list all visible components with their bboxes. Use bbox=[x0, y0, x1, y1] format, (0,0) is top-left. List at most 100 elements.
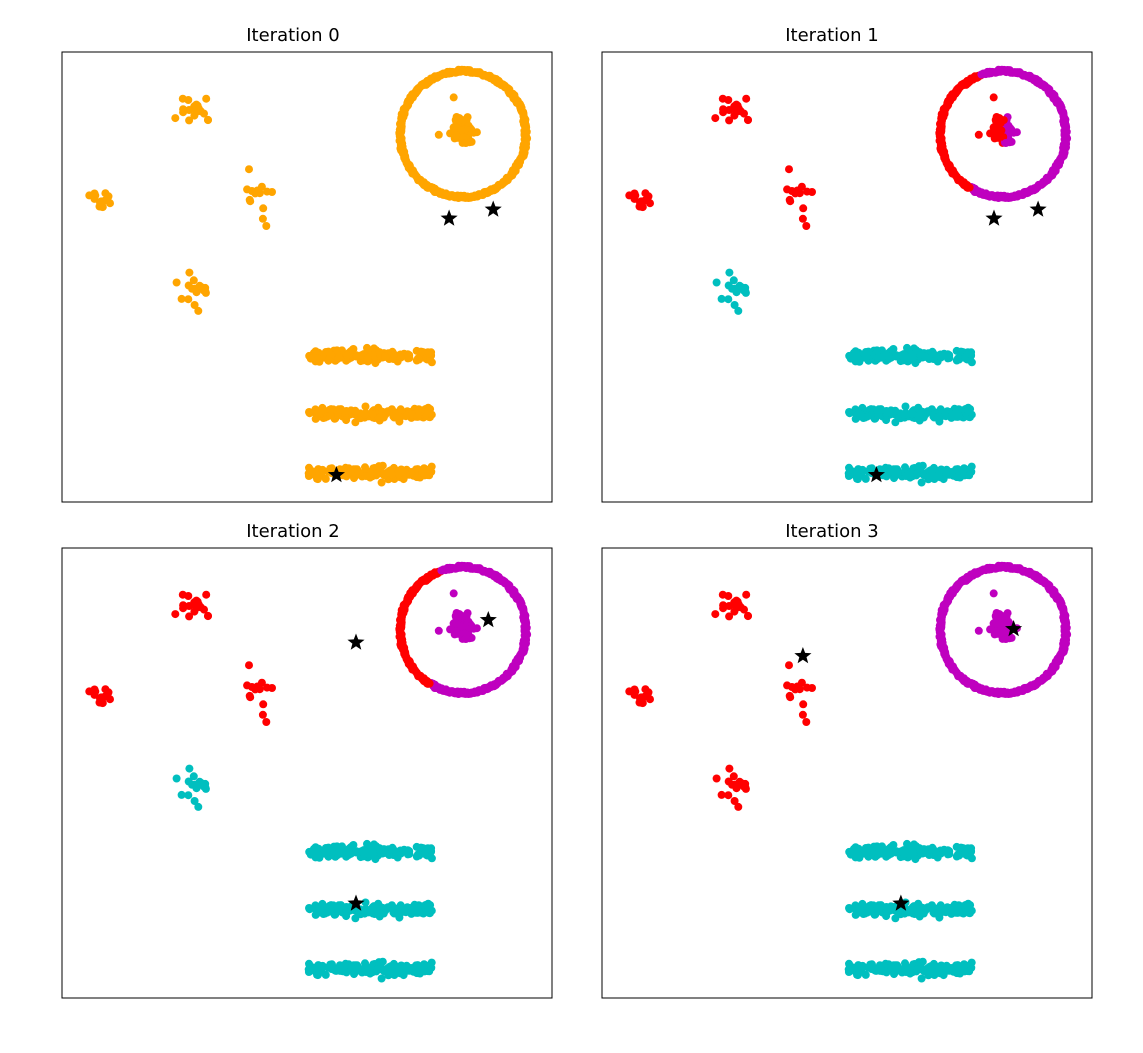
axes-frame bbox=[61, 547, 553, 999]
data-point bbox=[389, 350, 398, 359]
data-point bbox=[636, 694, 644, 703]
data-point bbox=[96, 198, 104, 207]
data-point bbox=[195, 777, 204, 786]
data-point bbox=[381, 848, 390, 857]
data-point bbox=[992, 627, 1001, 636]
data-point bbox=[735, 777, 744, 786]
axes-frame bbox=[601, 51, 1093, 503]
data-point bbox=[798, 710, 807, 719]
data-point bbox=[259, 700, 268, 709]
data-point bbox=[997, 622, 1006, 631]
data-point bbox=[803, 187, 811, 196]
data-point bbox=[719, 108, 728, 117]
panel-title: Iteration 2 bbox=[246, 521, 340, 542]
data-point bbox=[394, 469, 403, 478]
data-point bbox=[740, 605, 748, 614]
data-point bbox=[408, 906, 417, 915]
data-point bbox=[939, 475, 948, 484]
data-point bbox=[394, 412, 403, 421]
data-point bbox=[854, 354, 863, 363]
data-point bbox=[336, 901, 345, 910]
data-point bbox=[967, 854, 976, 863]
data-point bbox=[802, 718, 811, 726]
data-point bbox=[864, 347, 873, 356]
centroid-star bbox=[1005, 620, 1023, 637]
data-point bbox=[413, 473, 422, 482]
data-point bbox=[734, 306, 743, 315]
data-point bbox=[371, 855, 380, 864]
data-point bbox=[999, 133, 1008, 141]
data-point bbox=[917, 974, 926, 983]
axes-frame bbox=[61, 51, 553, 503]
centroid-markers bbox=[347, 611, 497, 911]
data-point bbox=[911, 855, 920, 864]
data-point bbox=[192, 603, 201, 612]
data-point bbox=[964, 845, 973, 854]
data-point bbox=[251, 685, 260, 694]
data-point bbox=[874, 849, 883, 858]
data-point bbox=[927, 966, 936, 975]
centroid-markers bbox=[327, 200, 502, 483]
data-point bbox=[799, 204, 808, 213]
data-point bbox=[201, 783, 210, 792]
data-point bbox=[882, 351, 891, 360]
data-point bbox=[185, 764, 194, 773]
data-point bbox=[866, 907, 875, 916]
data-point bbox=[712, 278, 721, 287]
data-point bbox=[729, 276, 738, 285]
data-point bbox=[934, 412, 943, 421]
data-point bbox=[184, 96, 193, 104]
data-point bbox=[858, 961, 867, 970]
data-point bbox=[171, 114, 180, 123]
data-point bbox=[915, 958, 923, 967]
data-point bbox=[742, 590, 751, 599]
data-point bbox=[967, 358, 976, 367]
data-point bbox=[373, 469, 381, 478]
data-point bbox=[797, 678, 806, 687]
data-point bbox=[455, 114, 464, 123]
data-point bbox=[934, 908, 943, 917]
centroid-star bbox=[479, 611, 497, 628]
data-point bbox=[348, 841, 357, 850]
data-point bbox=[786, 197, 795, 206]
data-point bbox=[377, 478, 386, 487]
data-point bbox=[964, 903, 973, 912]
data-point bbox=[785, 661, 793, 670]
data-point bbox=[357, 847, 366, 856]
data-point bbox=[891, 407, 900, 416]
data-point bbox=[367, 966, 376, 974]
data-point bbox=[725, 612, 734, 621]
data-point bbox=[348, 345, 357, 354]
data-point bbox=[452, 131, 461, 140]
data-point bbox=[939, 971, 948, 980]
data-point bbox=[894, 965, 902, 974]
data-point bbox=[945, 847, 954, 856]
data-point bbox=[318, 961, 327, 970]
data-point bbox=[854, 850, 863, 859]
data-point bbox=[104, 688, 113, 697]
data-point bbox=[190, 301, 199, 309]
data-point bbox=[908, 410, 917, 419]
data-point bbox=[740, 109, 748, 118]
data-point bbox=[342, 472, 351, 481]
data-point bbox=[724, 777, 733, 786]
data-point bbox=[799, 700, 808, 709]
data-point bbox=[257, 678, 266, 687]
data-point bbox=[321, 474, 330, 483]
scatter-panel-iteration-2: Iteration 2 bbox=[61, 521, 553, 999]
data-point bbox=[326, 411, 335, 420]
data-point bbox=[434, 130, 443, 139]
data-point bbox=[897, 847, 906, 856]
data-point bbox=[960, 465, 969, 474]
data-point bbox=[424, 903, 433, 912]
data-point bbox=[864, 843, 873, 852]
data-point bbox=[1001, 635, 1010, 643]
data-points bbox=[625, 561, 1072, 983]
data-point bbox=[195, 281, 204, 290]
data-point bbox=[847, 963, 856, 972]
centroid-star bbox=[484, 200, 502, 217]
data-point bbox=[866, 411, 875, 420]
data-point bbox=[434, 626, 443, 635]
data-point bbox=[921, 848, 930, 857]
data-point bbox=[954, 850, 962, 859]
